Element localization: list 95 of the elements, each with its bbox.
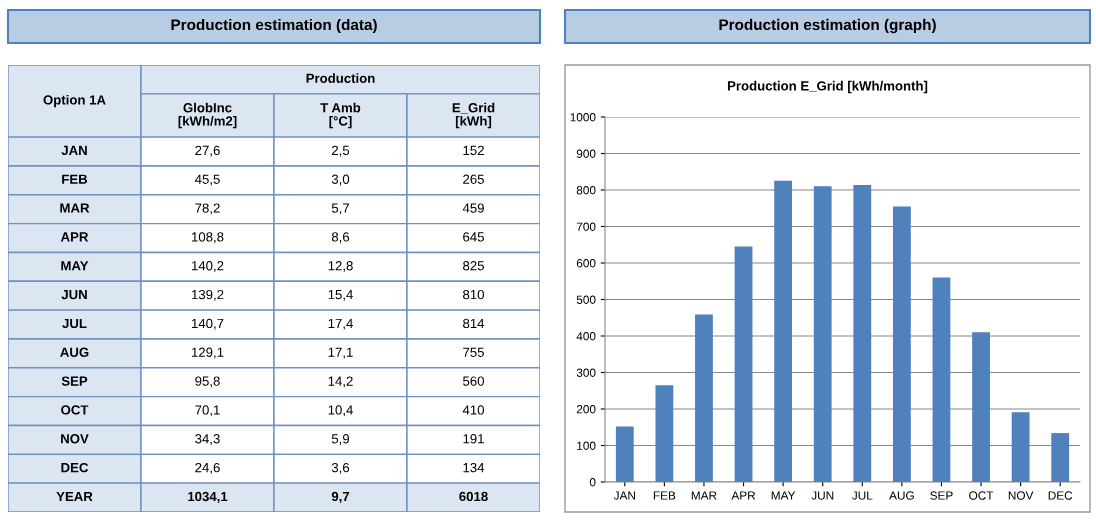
bar [655, 385, 674, 482]
data-label: 5,7 [331, 203, 350, 215]
x-tick-label: JUN [811, 491, 834, 500]
data-label: 5,9 [331, 434, 350, 445]
series-label: E_Grid [kWh] [452, 102, 495, 129]
x-tick-label: DEC [1048, 491, 1073, 500]
category-label: JUN [61, 290, 87, 300]
data-label: 10,4 [328, 405, 353, 417]
data-label: 191 [463, 434, 484, 444]
data-label: 45,5 [194, 174, 220, 186]
data-label: 140,2 [192, 261, 224, 272]
y-tick-label: 500 [576, 295, 596, 304]
data-label: 3,0 [331, 174, 350, 186]
category-label: OCT [61, 405, 89, 415]
data-label: 8,6 [331, 232, 350, 244]
y-tick-label: 300 [576, 368, 596, 377]
data-label: 17,4 [328, 318, 353, 330]
data-label: 810 [463, 289, 484, 300]
chart-subtitle: Production E_Grid [kWh/month] [727, 80, 928, 94]
y-tick-label: 700 [576, 222, 596, 231]
bar [615, 426, 634, 482]
series-label: GlobInc [kWh/m2] [178, 102, 237, 129]
data-label: 265 [463, 174, 484, 184]
data-label: 560 [463, 376, 484, 386]
x-tick-label: NOV [1008, 491, 1034, 500]
data-label: 15,4 [328, 290, 353, 301]
bar [1011, 412, 1030, 482]
x-tick-label: APR [731, 491, 756, 500]
data-label: 9,7 [331, 491, 350, 504]
category-label: NOV [61, 434, 89, 444]
bar [813, 186, 832, 482]
bar [972, 332, 990, 482]
y-tick-label: 0 [589, 478, 596, 487]
category-label: YEAR [56, 491, 93, 501]
text: Option 1A [43, 94, 106, 108]
y-tick-label: 400 [576, 332, 596, 341]
data-label: 14,2 [328, 376, 353, 388]
y-tick-label: 800 [576, 186, 596, 195]
y-tick-label: 200 [576, 405, 596, 414]
data-label: 95,8 [195, 376, 220, 388]
y-tick-label: 1000 [570, 113, 596, 122]
data-label: 34,3 [195, 434, 220, 445]
data-label: 27,6 [195, 145, 220, 157]
data-label: 140,7 [192, 318, 224, 330]
text: Production [306, 73, 375, 83]
bar [932, 277, 951, 482]
bar [695, 314, 713, 482]
category-label: JUL [62, 318, 87, 329]
x-tick-label: AUG [889, 491, 914, 500]
category-label: AUG [60, 347, 89, 357]
series-label: T Amb [°C] [320, 102, 361, 129]
data-label: 1034,1 [188, 491, 228, 504]
data-label: 139,2 [192, 289, 224, 301]
x-tick-label: OCT [969, 491, 994, 500]
bar [734, 246, 753, 482]
text: Production estimation (data) [171, 18, 377, 34]
category-label: MAY [61, 261, 89, 271]
x-tick-label: JUL [851, 491, 873, 500]
category-label: SEP [61, 376, 88, 386]
data-label: 2,5 [331, 145, 350, 157]
category-label: DEC [61, 462, 89, 473]
data-label: 12,8 [328, 261, 353, 272]
data-label: 3,6 [331, 462, 350, 474]
data-label: 70,1 [195, 405, 220, 417]
category-label: MAR [60, 203, 90, 213]
y-tick-label: 900 [576, 149, 596, 158]
data-label: 410 [462, 405, 484, 415]
data-label: 129,1 [192, 347, 224, 359]
bar [774, 180, 793, 482]
data-label: 24,6 [195, 462, 220, 474]
bar [1051, 433, 1070, 482]
category-label: JAN [61, 145, 87, 156]
x-tick-label: MAY [771, 491, 796, 500]
data-label: 17,1 [328, 347, 353, 359]
x-tick-label: SEP [930, 491, 953, 500]
data-label: 6018 [459, 491, 488, 502]
data-label: 459 [462, 203, 484, 213]
data-label: 108,8 [192, 232, 224, 244]
bar [892, 206, 911, 482]
x-tick-label: JAN [613, 491, 635, 500]
chart-title: Production estimation (graph) [719, 18, 936, 34]
data-label: 152 [463, 145, 484, 156]
x-tick-label: FEB [653, 491, 676, 500]
data-label: 78,2 [195, 203, 220, 215]
bar [853, 184, 872, 482]
data-label: 645 [463, 232, 484, 242]
category-label: APR [60, 232, 89, 242]
data-label: 134 [463, 462, 485, 473]
y-tick-label: 600 [576, 259, 596, 268]
data-label: 755 [463, 347, 484, 357]
category-label: FEB [62, 174, 88, 184]
data-label: 814 [463, 318, 485, 329]
data-label: 825 [463, 261, 484, 271]
x-tick-label: MAR [691, 491, 717, 500]
y-tick-label: 100 [577, 441, 596, 450]
